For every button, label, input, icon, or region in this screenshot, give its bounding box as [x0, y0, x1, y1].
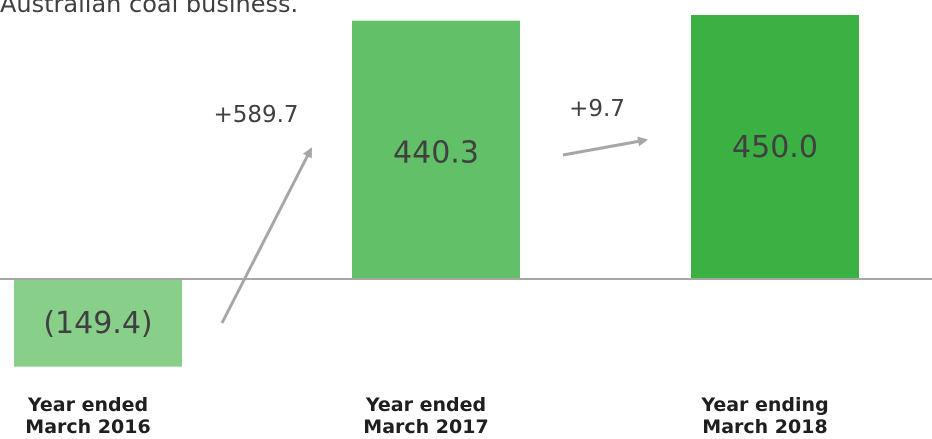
- change-label-2: +9.7: [569, 96, 625, 122]
- bar-1: [14, 279, 182, 367]
- header-partial-text: Australian coal business.: [0, 0, 299, 18]
- change-arrow-1: [220, 147, 313, 324]
- bar-2: [352, 20, 520, 279]
- bar-value-label-3: 450.0: [732, 130, 818, 165]
- change-label-1: +589.7: [213, 102, 298, 128]
- category-label-3-line-1: Year ending: [700, 394, 828, 416]
- category-label-2-line-2: March 2017: [363, 416, 488, 438]
- category-label-2-line-1: Year ended: [365, 394, 486, 416]
- bar-value-label-2: 440.3: [393, 136, 479, 171]
- category-label-1-line-1: Year ended: [27, 394, 148, 416]
- bar-3: [691, 15, 859, 279]
- category-label-1-line-2: March 2016: [25, 416, 150, 438]
- bar-value-label-1: (149.4): [43, 306, 152, 341]
- category-label-3-line-2: March 2018: [702, 416, 827, 438]
- change-arrow-2: [562, 136, 648, 157]
